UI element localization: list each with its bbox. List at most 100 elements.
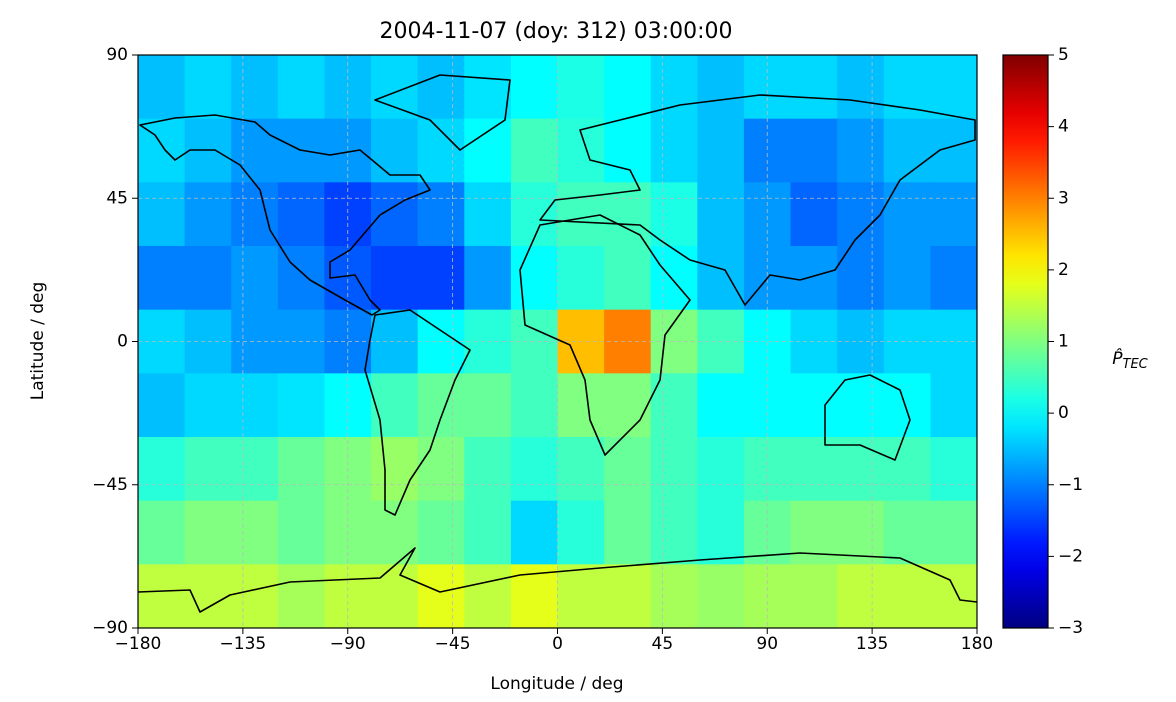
colorbar-tick-label: 2 bbox=[1058, 260, 1069, 280]
heatmap-cell bbox=[464, 182, 512, 247]
heatmap-cell bbox=[464, 564, 512, 629]
heatmap-cell bbox=[277, 246, 325, 311]
heatmap-cell bbox=[883, 564, 931, 629]
coastline bbox=[374, 74, 511, 151]
heatmap-cell bbox=[837, 182, 885, 247]
heatmap-cell bbox=[417, 564, 465, 629]
colorbar-tick-label: −3 bbox=[1058, 618, 1083, 638]
heatmap-cell bbox=[184, 564, 232, 629]
coastline bbox=[824, 374, 911, 461]
coastlines bbox=[138, 74, 977, 613]
heatmap-cell bbox=[184, 373, 232, 438]
coastline bbox=[364, 309, 471, 516]
x-tick-label: 45 bbox=[652, 634, 674, 654]
heatmap-cell bbox=[231, 500, 279, 565]
heatmap-cell bbox=[650, 437, 698, 502]
heatmap-cell bbox=[138, 500, 186, 565]
heatmap-cell bbox=[930, 500, 978, 565]
colorbar bbox=[1002, 54, 1049, 629]
heatmap-cell bbox=[883, 182, 931, 247]
heatmap-cell bbox=[371, 373, 419, 438]
x-tick-label: −45 bbox=[435, 634, 471, 654]
heatmap-cell bbox=[697, 564, 745, 629]
colorbar-tick-label: −2 bbox=[1058, 546, 1083, 566]
colorbar-label-symbol: P̂ bbox=[1112, 348, 1123, 369]
heatmap-cell bbox=[837, 500, 885, 565]
heatmap-cell bbox=[604, 246, 652, 311]
heatmap-cell bbox=[231, 437, 279, 502]
heatmap-cell bbox=[464, 118, 512, 183]
heatmap-cell bbox=[790, 564, 838, 629]
heatmap-cell bbox=[231, 118, 279, 183]
heatmap-cell bbox=[930, 182, 978, 247]
y-tick-label: −90 bbox=[92, 618, 128, 638]
heatmap-cell bbox=[371, 437, 419, 502]
heatmap-cell bbox=[837, 246, 885, 311]
heatmap-cell bbox=[464, 55, 512, 120]
heatmap-cell bbox=[464, 246, 512, 311]
heatmap-cell bbox=[837, 564, 885, 629]
x-axis-label: Longitude / deg bbox=[490, 674, 623, 694]
heatmap-cell bbox=[790, 246, 838, 311]
heatmap-cell bbox=[277, 437, 325, 502]
heatmap-cell bbox=[790, 55, 838, 120]
heatmap-cell bbox=[697, 118, 745, 183]
heatmap-cell bbox=[138, 246, 186, 311]
heatmap-cell bbox=[557, 437, 605, 502]
heatmap-cell bbox=[184, 437, 232, 502]
heatmap-cell bbox=[417, 437, 465, 502]
heatmap-cell bbox=[604, 373, 652, 438]
heatmap-cell bbox=[650, 118, 698, 183]
heatmap-cell bbox=[417, 373, 465, 438]
heatmap-cell bbox=[371, 182, 419, 247]
heatmap bbox=[138, 55, 978, 629]
y-axis-label: Latitude / deg bbox=[28, 282, 48, 401]
heatmap-cell bbox=[464, 500, 512, 565]
heatmap-cell bbox=[557, 373, 605, 438]
heatmap-cell bbox=[790, 182, 838, 247]
heatmap-cell bbox=[604, 437, 652, 502]
heatmap-cell bbox=[464, 373, 512, 438]
heatmap-cell bbox=[697, 246, 745, 311]
y-tick-label: −45 bbox=[92, 475, 128, 495]
heatmap-cell bbox=[697, 373, 745, 438]
heatmap-cell bbox=[557, 564, 605, 629]
heatmap-cell bbox=[184, 55, 232, 120]
heatmap-cell bbox=[324, 182, 372, 247]
heatmap-cell bbox=[930, 118, 978, 183]
heatmap-cell bbox=[417, 246, 465, 311]
heatmap-cell bbox=[277, 500, 325, 565]
coastline bbox=[139, 114, 431, 316]
heatmap-cell bbox=[277, 182, 325, 247]
heatmap-cell bbox=[417, 55, 465, 120]
x-tick-label: −180 bbox=[115, 634, 162, 654]
heatmap-cell bbox=[231, 246, 279, 311]
x-tick-label: −90 bbox=[330, 634, 366, 654]
x-tick-label: −135 bbox=[220, 634, 267, 654]
heatmap-cell bbox=[883, 500, 931, 565]
heatmap-cell bbox=[138, 437, 186, 502]
heatmap-cell bbox=[138, 182, 186, 247]
heatmap-cell bbox=[930, 373, 978, 438]
heatmap-cell bbox=[417, 118, 465, 183]
colorbar-label: P̂TEC bbox=[1112, 348, 1148, 372]
heatmap-cell bbox=[510, 55, 558, 120]
heatmap-cell bbox=[883, 55, 931, 120]
heatmap-cell bbox=[371, 564, 419, 629]
heatmap-cell bbox=[604, 564, 652, 629]
heatmap-cell bbox=[790, 373, 838, 438]
heatmap-cell bbox=[790, 118, 838, 183]
heatmap-cell bbox=[510, 437, 558, 502]
heatmap-cell bbox=[324, 118, 372, 183]
x-tick-label: 90 bbox=[756, 634, 778, 654]
heatmap-cell bbox=[743, 118, 792, 183]
heatmap-cell bbox=[697, 55, 745, 120]
heatmap-cell bbox=[464, 437, 512, 502]
heatmap-cell bbox=[557, 118, 605, 183]
heatmap-cell bbox=[697, 437, 745, 502]
heatmap-cell bbox=[837, 373, 885, 438]
heatmap-cell bbox=[277, 373, 325, 438]
heatmap-cell bbox=[837, 55, 885, 120]
heatmap-cell bbox=[510, 373, 558, 438]
